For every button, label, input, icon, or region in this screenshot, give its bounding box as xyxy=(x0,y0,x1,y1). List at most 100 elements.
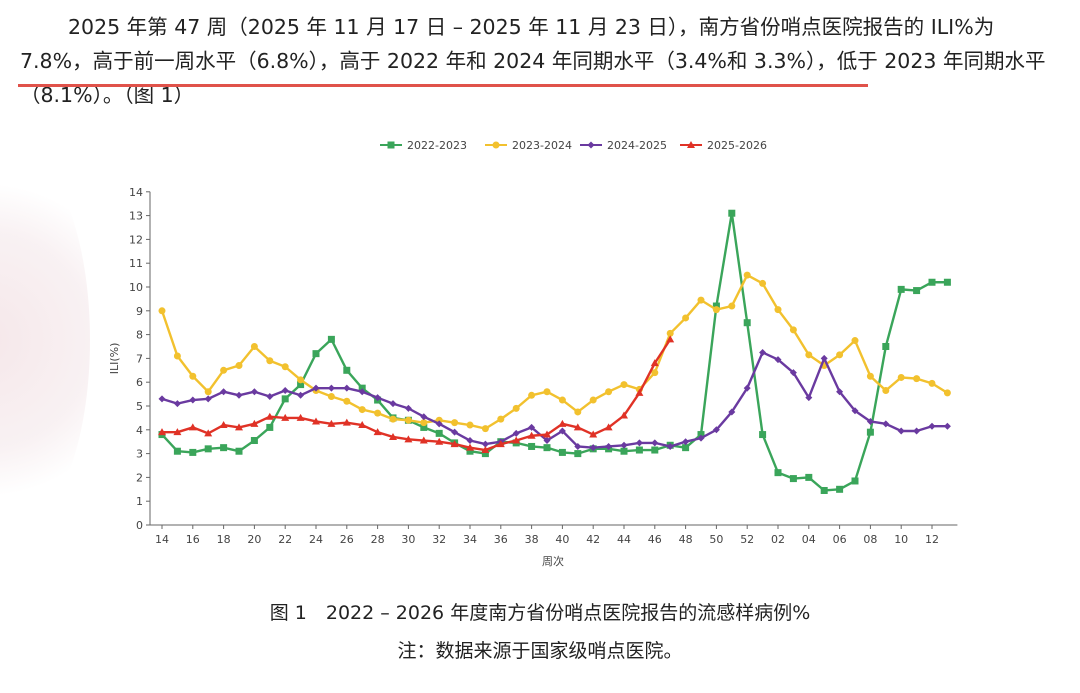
data-point-2023-2024 xyxy=(897,373,905,381)
data-point-2024-2025 xyxy=(312,384,320,392)
data-point-2023-2024 xyxy=(497,415,505,423)
data-point-2023-2024 xyxy=(712,306,720,314)
data-point-2024-2025 xyxy=(451,428,459,436)
y-tick-label: 14 xyxy=(129,186,143,199)
data-point-2022-2023 xyxy=(250,437,258,445)
data-point-2022-2023 xyxy=(913,287,921,295)
data-point-2022-2023 xyxy=(343,366,351,374)
data-point-2022-2023 xyxy=(281,395,289,403)
y-axis-title: ILI(%) xyxy=(108,343,121,375)
legend-marker-icon xyxy=(587,141,595,149)
data-point-2025-2026 xyxy=(435,437,444,445)
data-point-2023-2024 xyxy=(558,396,566,404)
data-point-2023-2024 xyxy=(851,337,859,345)
data-point-2025-2026 xyxy=(342,418,351,426)
data-point-2024-2025 xyxy=(805,394,813,402)
data-point-2024-2025 xyxy=(882,420,890,428)
data-point-2023-2024 xyxy=(404,416,412,424)
x-tick-label: 52 xyxy=(740,533,754,546)
data-point-2022-2023 xyxy=(743,319,751,327)
data-point-2022-2023 xyxy=(543,444,551,452)
data-point-2024-2025 xyxy=(820,354,828,362)
x-tick-label: 48 xyxy=(679,533,693,546)
data-point-2024-2025 xyxy=(620,441,628,449)
data-point-2024-2025 xyxy=(281,387,289,395)
data-point-2023-2024 xyxy=(759,279,767,287)
y-tick-label: 8 xyxy=(136,329,143,342)
data-point-2024-2025 xyxy=(420,413,428,421)
x-tick-label: 28 xyxy=(371,533,385,546)
data-point-2023-2024 xyxy=(728,302,736,310)
x-tick-label: 36 xyxy=(494,533,508,546)
data-point-2022-2023 xyxy=(204,445,212,453)
data-point-2024-2025 xyxy=(512,429,520,437)
y-tick-label: 3 xyxy=(136,448,143,461)
legend-marker-icon xyxy=(687,141,695,148)
data-point-2024-2025 xyxy=(851,407,859,415)
data-point-2022-2023 xyxy=(173,447,181,455)
legend-marker-icon xyxy=(387,141,395,149)
data-point-2024-2025 xyxy=(220,388,228,396)
data-point-2022-2023 xyxy=(558,448,566,456)
data-point-2022-2023 xyxy=(266,423,274,431)
data-point-2023-2024 xyxy=(605,388,613,396)
y-tick-label: 1 xyxy=(136,495,143,508)
x-tick-label: 04 xyxy=(802,533,816,546)
data-point-2023-2024 xyxy=(297,376,305,384)
data-point-2022-2023 xyxy=(574,450,582,458)
data-point-2023-2024 xyxy=(666,329,674,337)
y-tick-label: 6 xyxy=(136,376,143,389)
figure-note: 注：数据来源于国家级哨点医院。 xyxy=(397,640,683,662)
data-point-2022-2023 xyxy=(327,335,335,343)
data-point-2025-2026 xyxy=(389,432,397,440)
data-point-2024-2025 xyxy=(189,396,197,404)
data-point-2025-2026 xyxy=(512,436,521,444)
data-point-2024-2025 xyxy=(250,388,258,396)
y-tick-label: 9 xyxy=(136,305,143,318)
x-tick-label: 02 xyxy=(771,533,785,546)
x-tick-label: 14 xyxy=(155,533,169,546)
data-point-2025-2026 xyxy=(573,423,582,431)
data-point-2024-2025 xyxy=(574,442,582,450)
data-point-2025-2026 xyxy=(158,428,166,436)
x-tick-label: 50 xyxy=(709,533,723,546)
data-point-2024-2025 xyxy=(605,442,613,450)
data-point-2023-2024 xyxy=(774,306,782,314)
data-point-2023-2024 xyxy=(789,326,797,334)
data-point-2024-2025 xyxy=(466,437,474,445)
data-point-2025-2026 xyxy=(173,428,182,436)
legend-marker-icon xyxy=(492,141,500,149)
data-point-2025-2026 xyxy=(219,421,228,429)
x-tick-label: 22 xyxy=(278,533,292,546)
data-point-2022-2023 xyxy=(897,285,905,293)
data-point-2022-2023 xyxy=(774,469,782,477)
series-line-2024-2025 xyxy=(161,351,948,449)
data-point-2023-2024 xyxy=(928,379,936,387)
data-point-2022-2023 xyxy=(358,384,366,392)
y-tick-label: 7 xyxy=(136,352,143,365)
data-point-2024-2025 xyxy=(528,423,536,431)
data-point-2022-2023 xyxy=(528,442,536,450)
y-tick-label: 11 xyxy=(129,257,143,270)
data-point-2023-2024 xyxy=(543,388,551,396)
data-point-2025-2026 xyxy=(419,436,428,444)
data-point-2024-2025 xyxy=(682,438,690,446)
data-point-2025-2026 xyxy=(204,429,213,437)
data-point-2024-2025 xyxy=(343,384,351,392)
data-point-2024-2025 xyxy=(327,384,335,392)
data-point-2024-2025 xyxy=(697,434,705,442)
data-point-2024-2025 xyxy=(204,395,212,403)
highlight-underline xyxy=(18,84,868,87)
data-point-2022-2023 xyxy=(420,423,428,431)
x-tick-label: 42 xyxy=(586,533,600,546)
data-point-2023-2024 xyxy=(281,363,289,371)
data-point-2023-2024 xyxy=(204,388,212,396)
data-point-2024-2025 xyxy=(943,422,951,430)
data-point-2025-2026 xyxy=(589,430,598,438)
x-tick-label: 10 xyxy=(894,533,908,546)
legend-label: 2025-2026 xyxy=(707,139,767,152)
y-tick-label: 2 xyxy=(136,471,143,484)
data-point-2024-2025 xyxy=(897,427,905,435)
data-point-2024-2025 xyxy=(297,391,305,399)
data-point-2022-2023 xyxy=(866,428,874,436)
